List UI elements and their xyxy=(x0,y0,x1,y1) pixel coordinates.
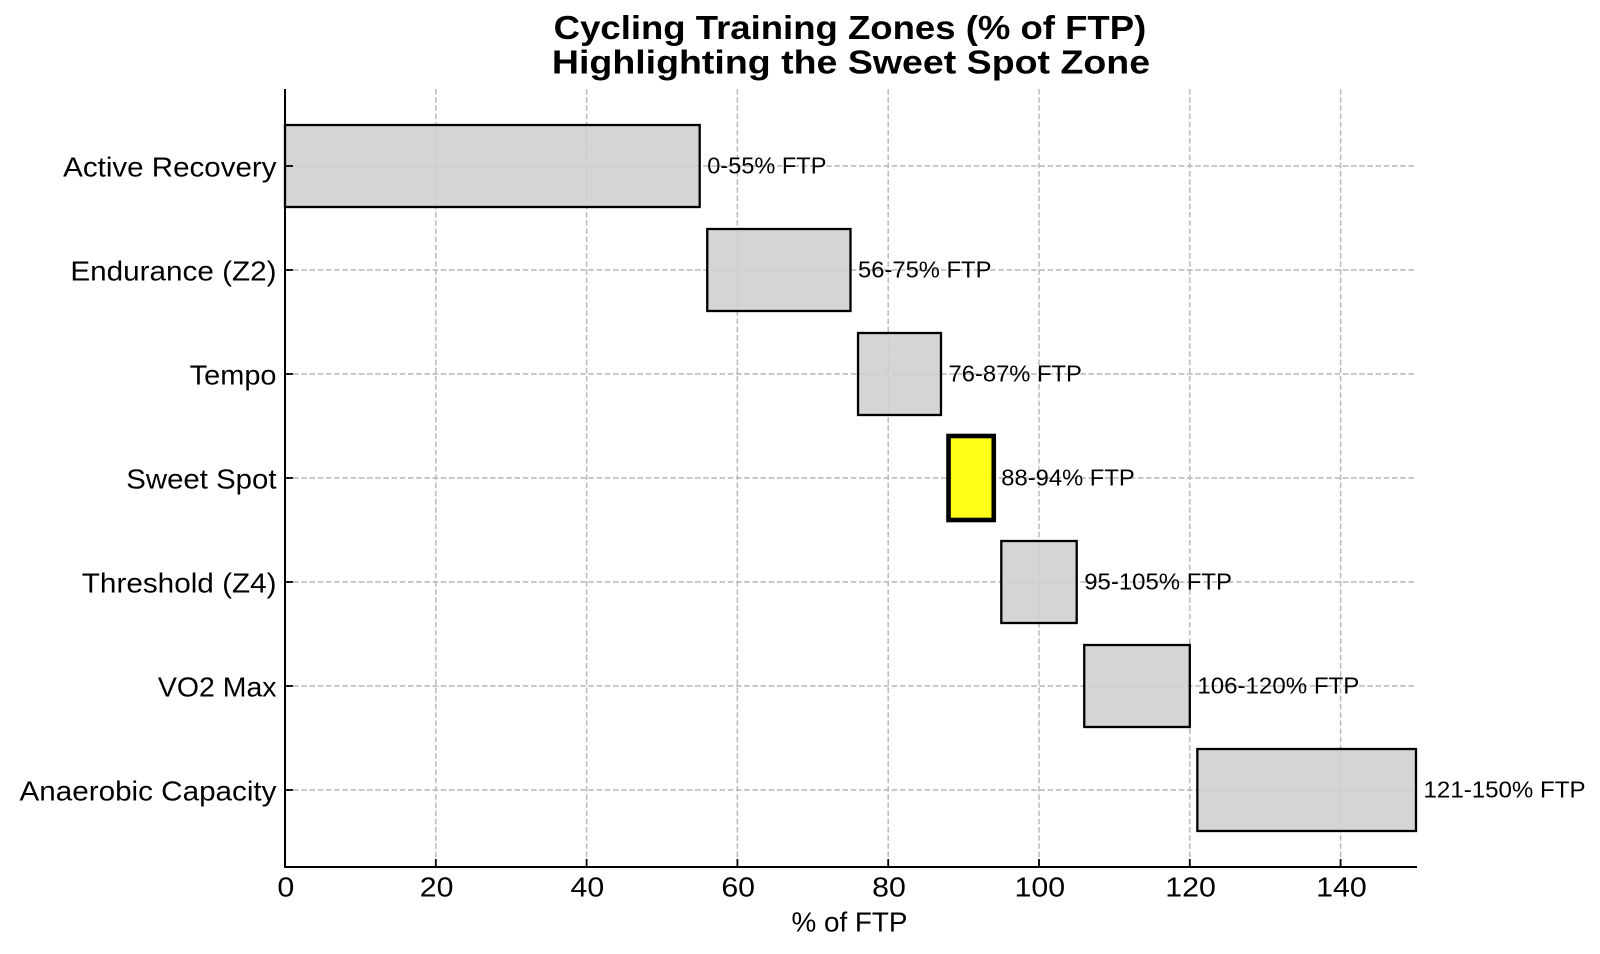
svg-text:Highlighting the Sweet Spot Zo: Highlighting the Sweet Spot Zone xyxy=(552,44,1150,81)
svg-text:88-94% FTP: 88-94% FTP xyxy=(1001,465,1134,491)
svg-text:% of FTP: % of FTP xyxy=(792,907,908,938)
svg-text:0-55% FTP: 0-55% FTP xyxy=(707,153,826,179)
svg-text:20: 20 xyxy=(420,871,454,902)
svg-text:121-150% FTP: 121-150% FTP xyxy=(1424,777,1586,803)
svg-text:Sweet Spot: Sweet Spot xyxy=(126,464,276,495)
svg-text:56-75% FTP: 56-75% FTP xyxy=(858,257,991,283)
svg-text:0: 0 xyxy=(277,871,294,902)
svg-text:VO2 Max: VO2 Max xyxy=(158,672,277,703)
svg-text:76-87% FTP: 76-87% FTP xyxy=(949,361,1082,387)
svg-text:Endurance (Z2): Endurance (Z2) xyxy=(70,256,276,287)
svg-text:Active Recovery: Active Recovery xyxy=(63,152,276,183)
svg-text:Anaerobic Capacity: Anaerobic Capacity xyxy=(20,776,277,807)
svg-text:Cycling Training Zones (% of F: Cycling Training Zones (% of FTP) xyxy=(554,9,1147,46)
svg-text:95-105% FTP: 95-105% FTP xyxy=(1084,569,1232,595)
svg-text:Threshold (Z4): Threshold (Z4) xyxy=(82,568,277,599)
svg-text:40: 40 xyxy=(571,871,605,902)
svg-text:106-120% FTP: 106-120% FTP xyxy=(1197,673,1359,699)
svg-text:120: 120 xyxy=(1165,871,1216,902)
svg-text:100: 100 xyxy=(1015,871,1066,902)
svg-text:Tempo: Tempo xyxy=(190,360,277,391)
svg-text:60: 60 xyxy=(721,871,755,902)
svg-text:80: 80 xyxy=(872,871,906,902)
svg-text:140: 140 xyxy=(1316,871,1367,902)
